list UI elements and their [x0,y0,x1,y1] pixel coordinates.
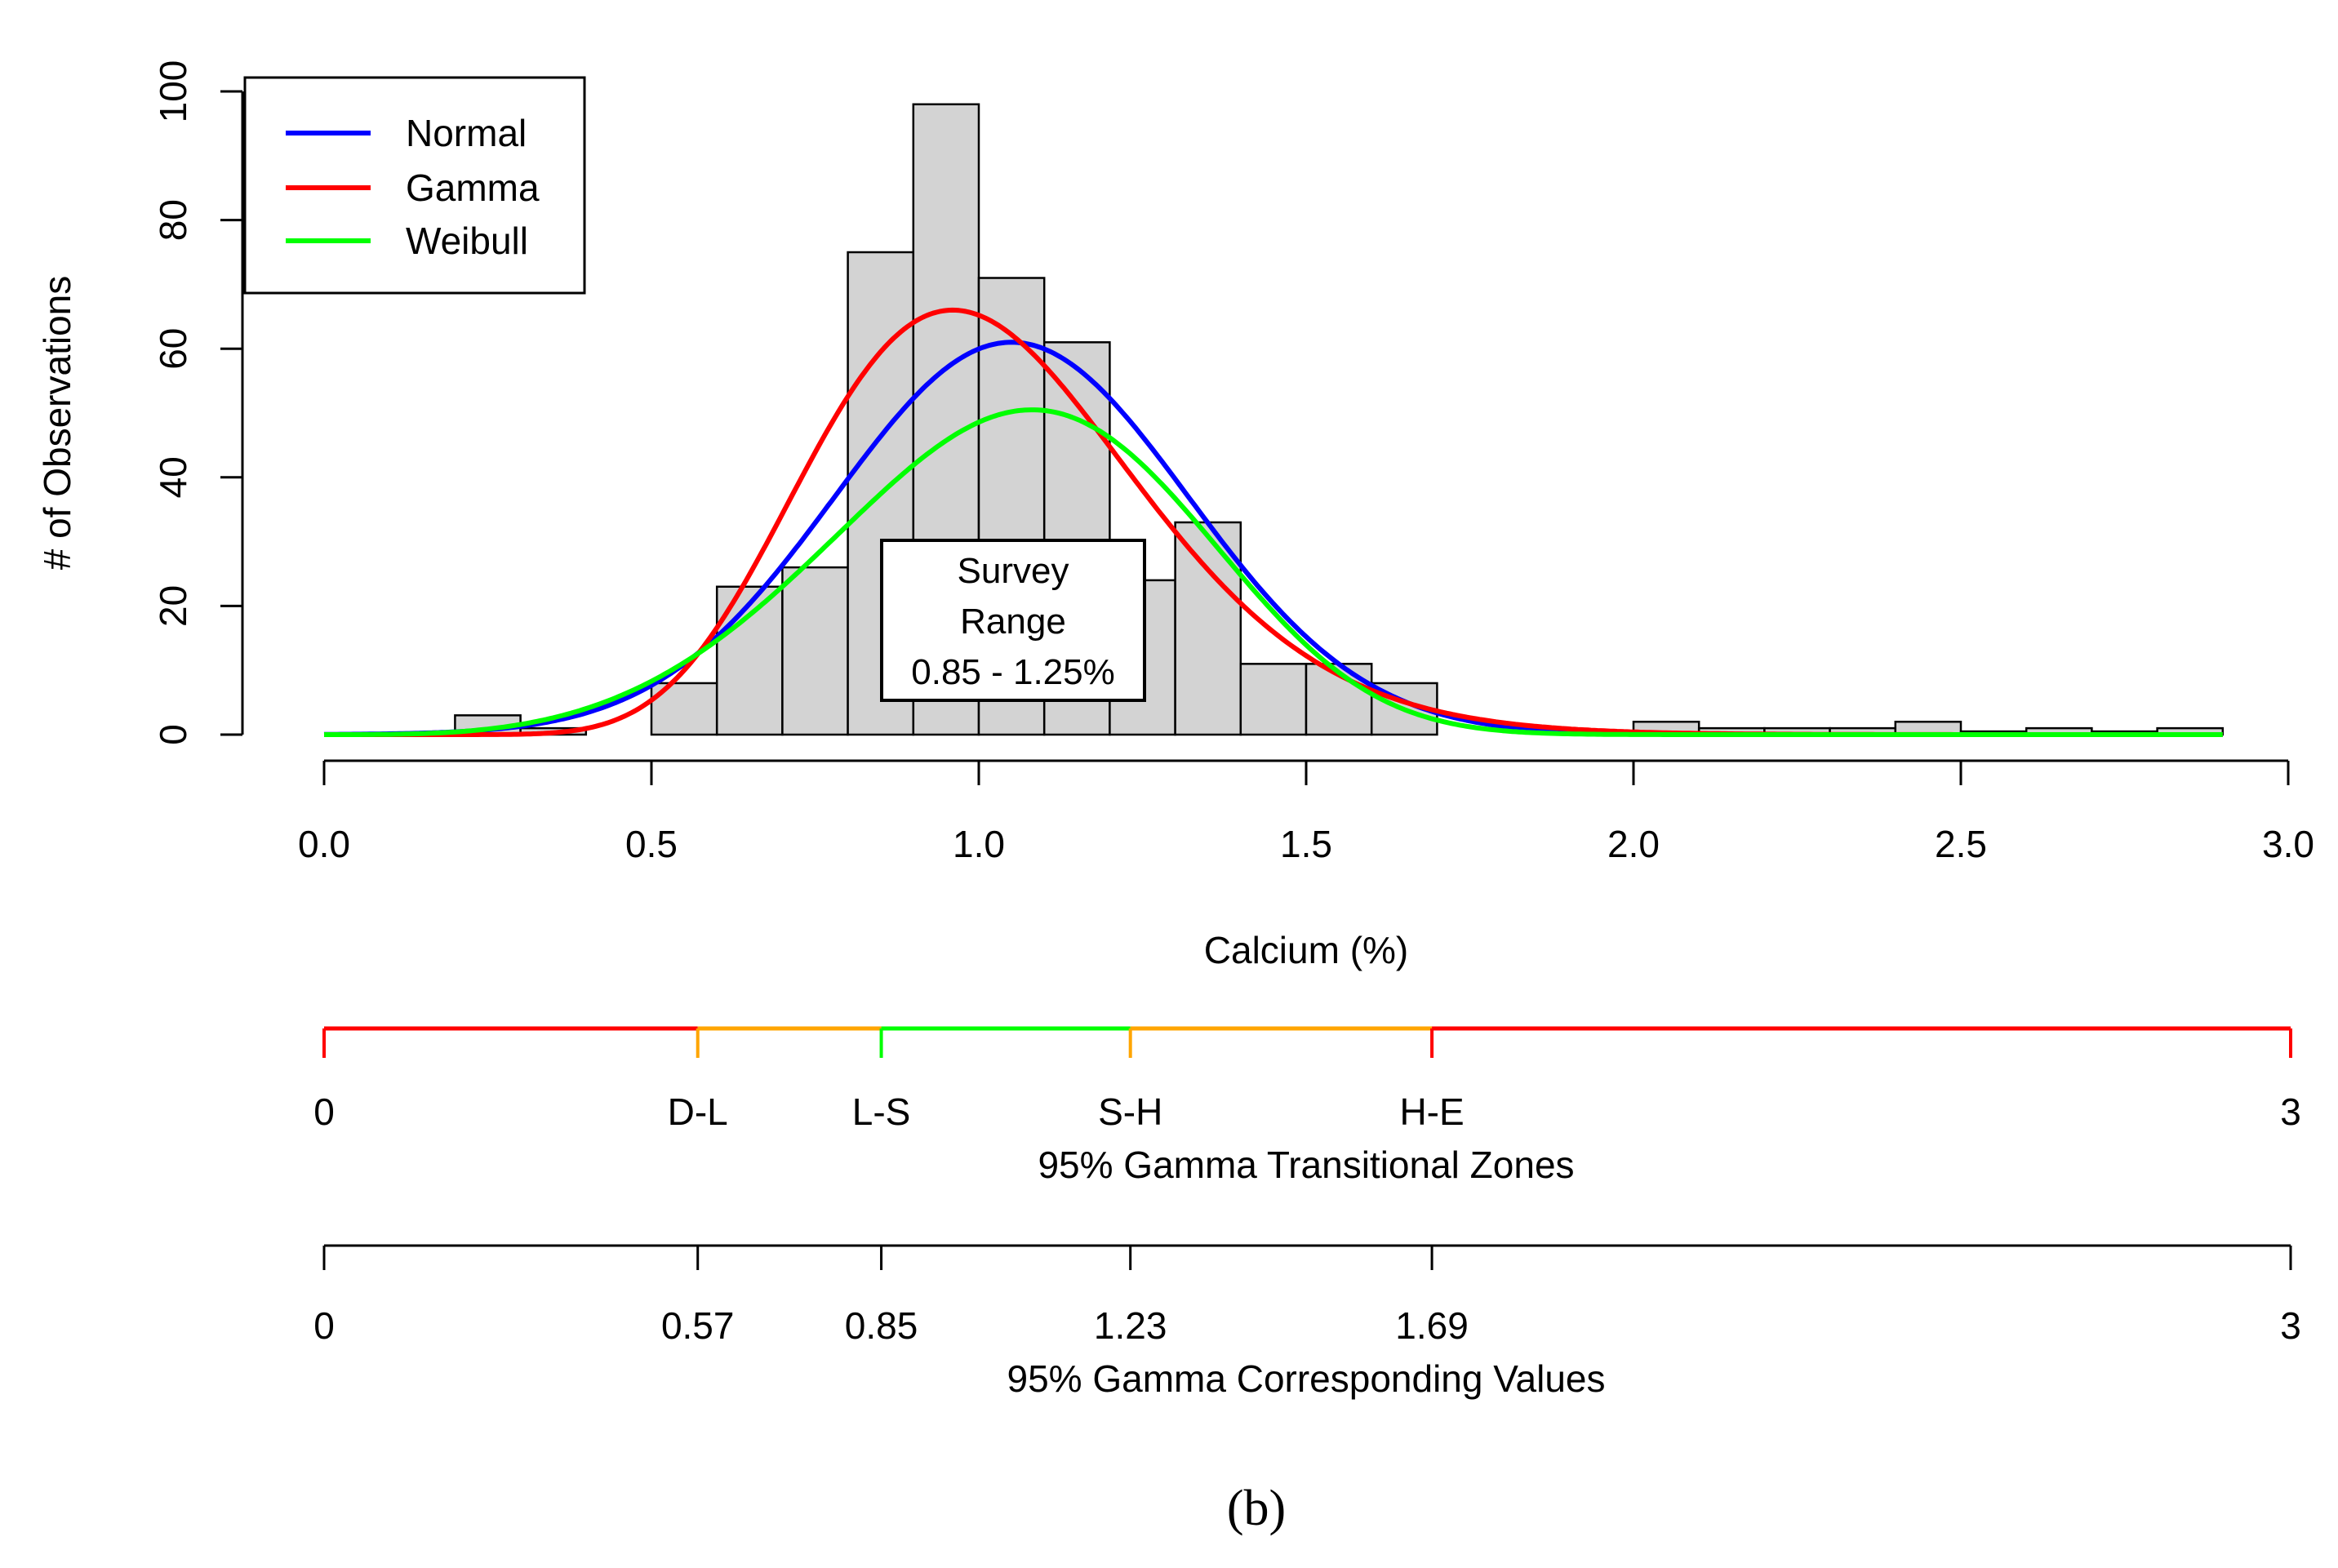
x-tick-label: 0.5 [625,823,678,865]
y-tick-label: 40 [152,456,194,498]
values-tick-label: 0.57 [661,1304,735,1347]
zone-tick-label: D-L [668,1090,728,1133]
y-tick-label: 60 [152,328,194,370]
x-tick-label: 1.5 [1280,823,1332,865]
y-tick-label: 20 [152,585,194,627]
zones-title: 95% Gamma Transitional Zones [1038,1144,1574,1186]
y-tick-label: 0 [152,724,194,745]
x-axis-label: Calcium (%) [1204,929,1408,971]
corresponding-values-axis: 0 0.57 0.85 1.23 1.69 3 [313,1244,2301,1347]
values-tick-label: 3 [2280,1304,2301,1347]
x-tick-label: 1.0 [953,823,1005,865]
curve-weibull [324,407,2223,737]
zone-tick-label: S-H [1098,1090,1162,1133]
legend-label-weibull: Weibull [406,220,528,262]
histogram-bar [781,566,849,736]
annotation-line-2: Range [960,602,1066,642]
values-tick-label: 0.85 [845,1304,918,1347]
zone-tick-label: L-S [852,1090,911,1133]
values-tick-label: 1.23 [1094,1304,1167,1347]
legend-label-normal: Normal [406,112,527,154]
y-axis-label: # of Observations [36,276,78,571]
values-title: 95% Gamma Corresponding Values [1007,1357,1606,1400]
transitional-zones-bar: 0 D-L L-S S-H H-E 3 [313,1026,2301,1133]
x-tick-label: 3.0 [2262,823,2314,865]
annotation-line-3: 0.85 - 1.25% [911,652,1115,692]
y-tick-label: 100 [152,60,194,123]
values-tick-label: 1.69 [1395,1304,1469,1347]
annotation-line-1: Survey [958,551,1069,591]
panel-label: (b) [1227,1481,1286,1536]
density-curves [323,307,2223,737]
histogram-bar [1174,521,1242,736]
x-axis: 0.0 0.5 1.0 1.5 2.0 2.5 3.0 [298,759,2314,865]
zone-tick-label: 0 [313,1090,335,1133]
legend-label-gamma: Gamma [406,167,540,209]
zone-tick-label: H-E [1399,1090,1464,1133]
survey-range-annotation: Survey Range 0.85 - 1.25% [880,539,1146,702]
x-tick-label: 0.0 [298,823,350,865]
x-tick-label: 2.5 [1935,823,1987,865]
values-tick-label: 0 [313,1304,335,1347]
annotation-box [880,539,1146,702]
y-tick-label: 80 [152,199,194,241]
zone-tick-label: 3 [2280,1090,2301,1133]
y-axis: 0 20 40 60 80 100 [152,60,244,745]
histogram-bar [1239,663,1308,736]
x-tick-label: 2.0 [1607,823,1660,865]
legend: Normal Gamma Weibull [243,76,586,295]
